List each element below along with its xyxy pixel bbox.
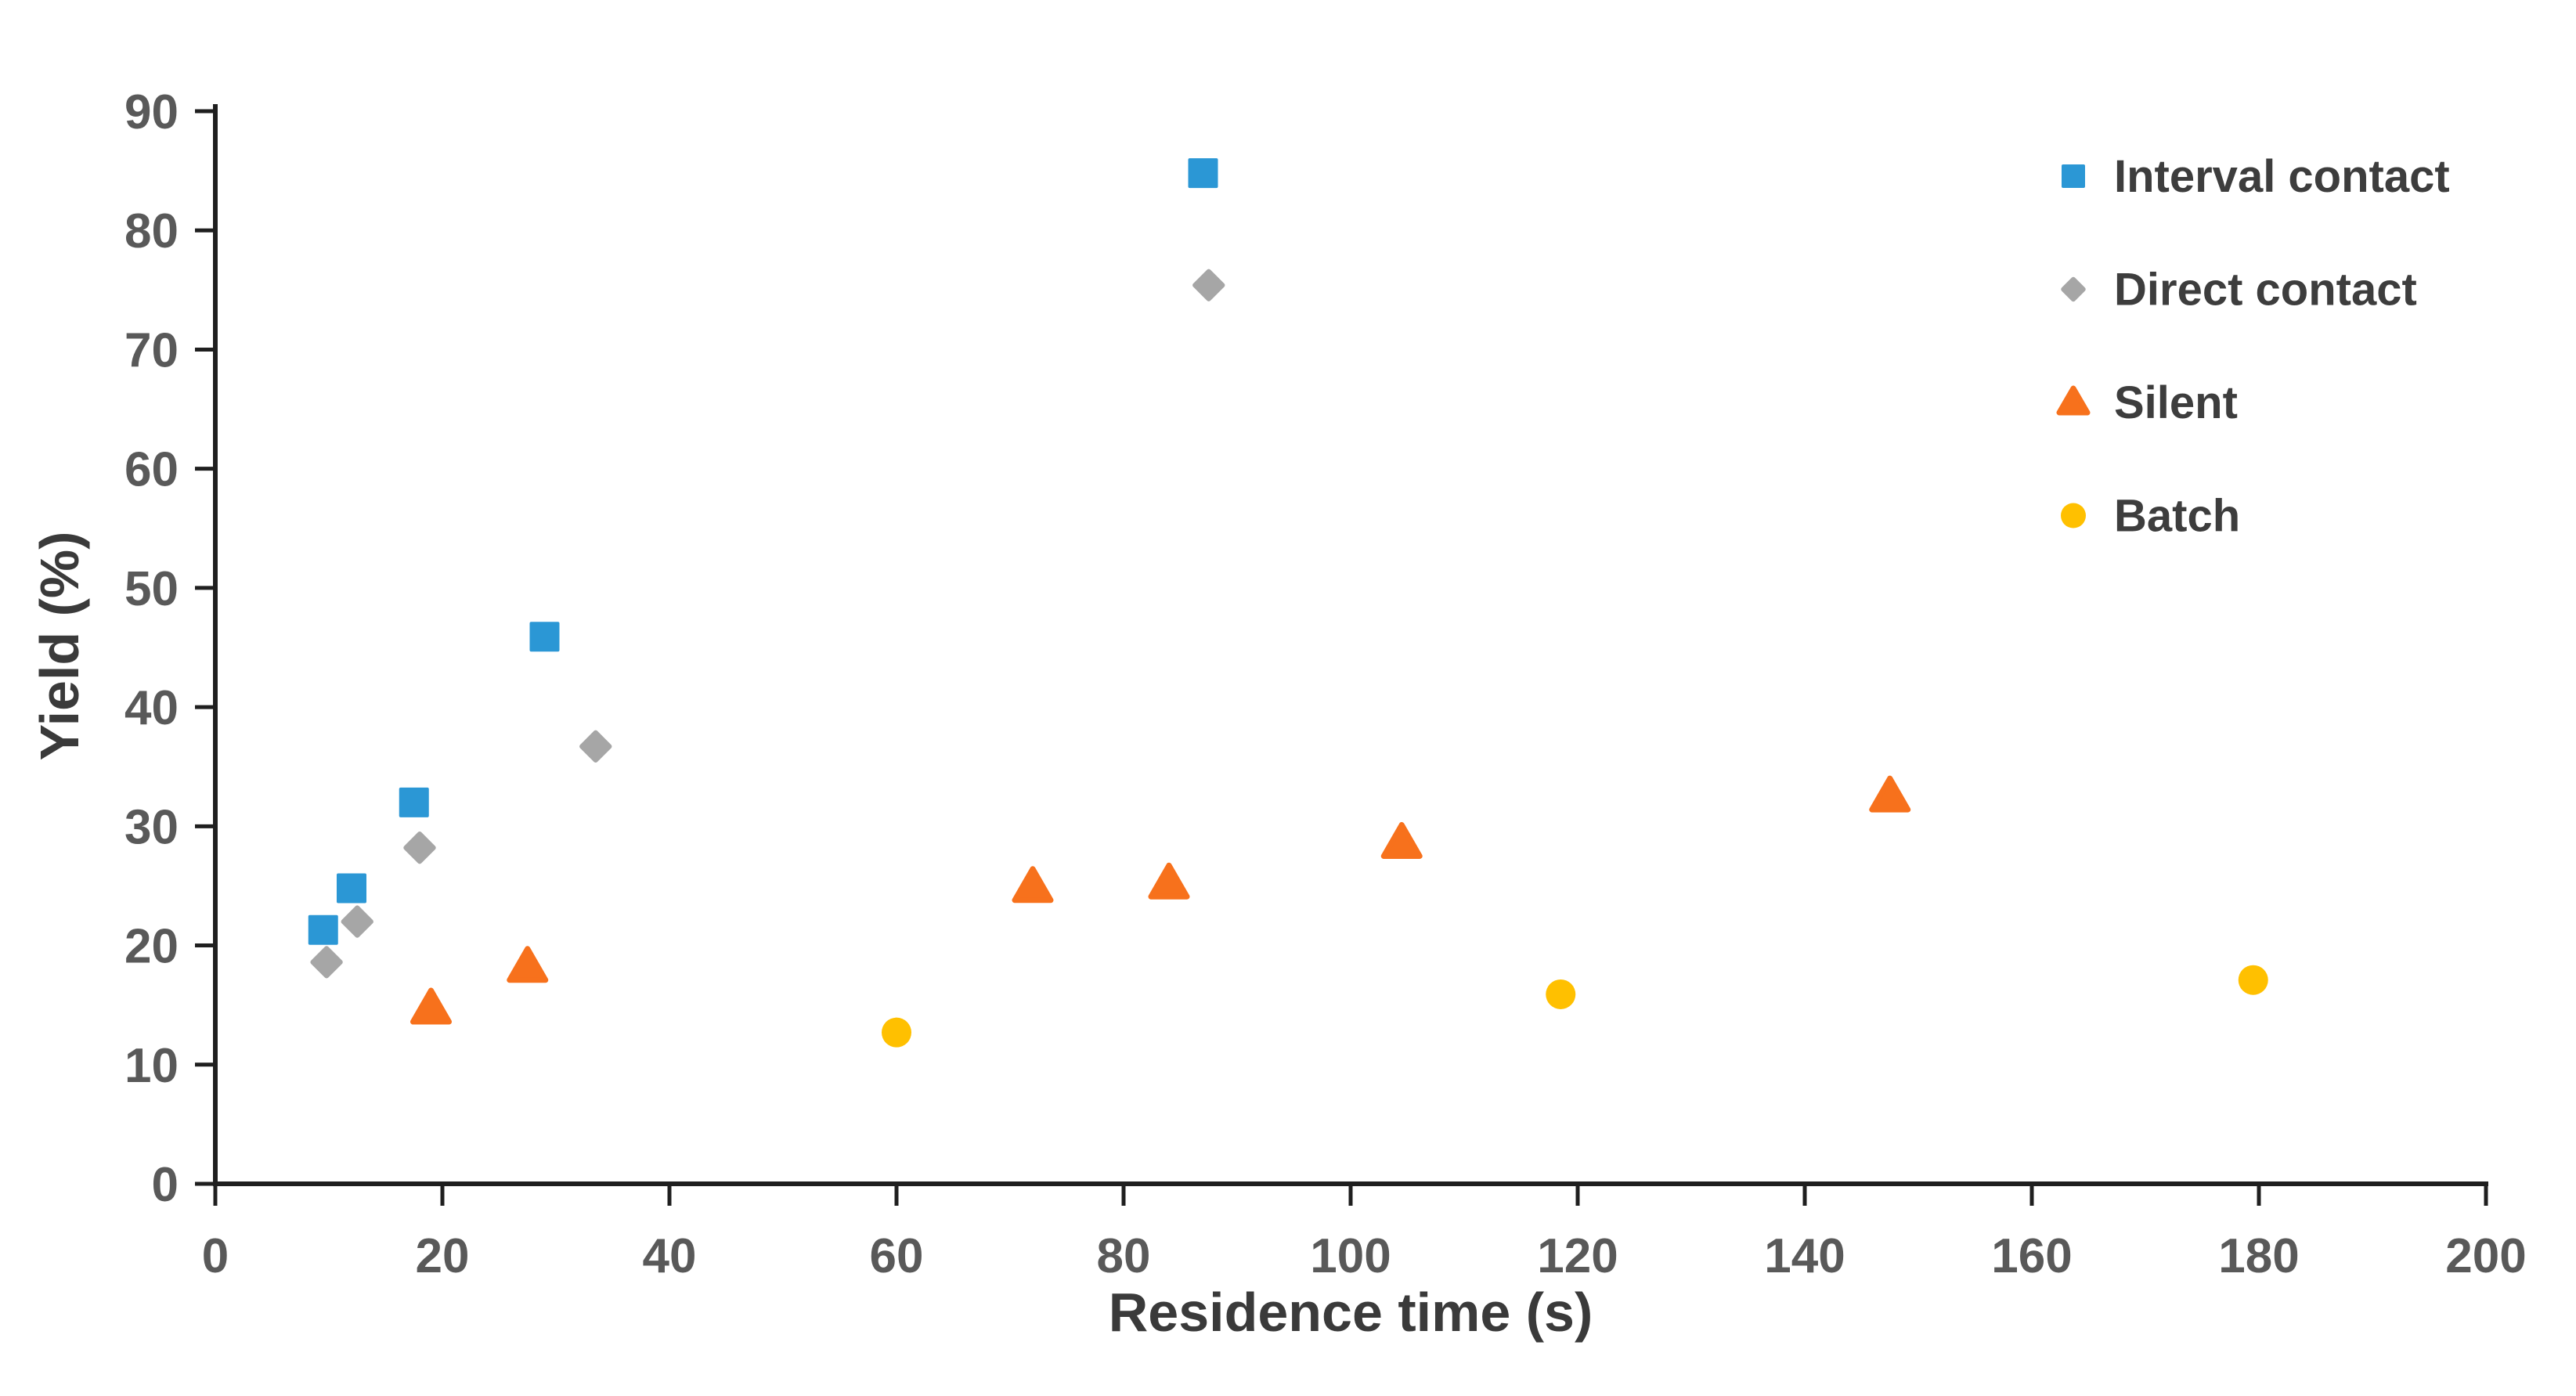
scatter-point-diamond — [579, 730, 612, 763]
legend-item: Direct contact — [2061, 265, 2417, 316]
series-direct-contact — [310, 269, 1225, 979]
axes-group — [213, 104, 2488, 1186]
scatter-point-triangle — [507, 946, 549, 983]
x-tick-label: 0 — [202, 1229, 229, 1283]
legend-group: Interval contact Direct contact Silent Batc… — [2056, 151, 2450, 542]
y-axis-title: Yield (%) — [29, 532, 90, 761]
x-tick-label: 80 — [1097, 1229, 1151, 1283]
x-tick-label: 40 — [643, 1229, 697, 1283]
legend-item: Interval contact — [2062, 151, 2450, 202]
scatter-point-circle — [2238, 965, 2268, 995]
x-tick-label: 20 — [416, 1229, 470, 1283]
legend-item: Batch — [2061, 491, 2240, 542]
legend-label: Interval contact — [2114, 151, 2450, 202]
y-tick-label: 20 — [124, 920, 179, 974]
y-tick-label: 50 — [124, 562, 179, 616]
x-tick-label: 60 — [870, 1229, 924, 1283]
series-interval-contact — [308, 158, 1218, 945]
y-tick-label: 80 — [124, 204, 179, 258]
y-tick-label: 70 — [124, 323, 179, 377]
x-tick-label: 140 — [1764, 1229, 1845, 1283]
scatter-point-diamond — [403, 831, 436, 864]
legend-triangle-icon — [2056, 385, 2091, 416]
legend-label: Direct contact — [2114, 265, 2417, 316]
y-tick-label: 90 — [124, 85, 179, 139]
legend-label: Batch — [2114, 491, 2240, 542]
x-tick-label: 100 — [1310, 1229, 1391, 1283]
axis-labels-group: 0 10 20 30 40 50 60 70 80 90 0 20 40 60 80 100 120 140 160… — [29, 85, 2527, 1343]
tick-marks-group — [195, 109, 2488, 1206]
legend-square-icon — [2062, 164, 2085, 188]
legend-label: Silent — [2114, 377, 2238, 428]
x-tick-label: 160 — [1991, 1229, 2072, 1283]
series-silent — [410, 775, 1911, 1025]
legend-diamond-icon — [2061, 276, 2086, 302]
scatter-point-square — [529, 622, 560, 652]
scatter-point-diamond — [1192, 269, 1225, 301]
scatter-point-triangle — [1012, 866, 1054, 904]
scatter-point-triangle — [410, 987, 452, 1025]
data-points-group — [308, 158, 2268, 1048]
y-tick-label: 60 — [124, 443, 179, 497]
y-tick-label: 30 — [124, 800, 179, 854]
y-tick-label: 0 — [152, 1158, 179, 1212]
scatter-point-circle — [882, 1017, 911, 1048]
scatter-point-circle — [1546, 979, 1576, 1009]
x-axis-title: Residence time (s) — [1109, 1282, 1593, 1343]
scatter-point-diamond — [341, 905, 373, 938]
scatter-point-triangle — [1380, 821, 1423, 859]
x-tick-label: 120 — [1537, 1229, 1618, 1283]
x-tick-label: 200 — [2445, 1229, 2526, 1283]
scatter-point-triangle — [1869, 775, 1911, 813]
y-tick-label: 40 — [124, 681, 179, 735]
scatter-point-diamond — [310, 946, 343, 979]
scatter-point-square — [337, 873, 366, 904]
scatter-point-square — [399, 787, 429, 817]
scatter-point-square — [1188, 158, 1218, 189]
legend-circle-icon — [2061, 503, 2086, 528]
scatter-point-triangle — [1148, 862, 1190, 900]
series-batch — [882, 965, 2268, 1048]
scatter-point-square — [308, 914, 338, 945]
y-tick-label: 10 — [124, 1039, 179, 1093]
x-tick-label: 180 — [2218, 1229, 2299, 1283]
legend-item: Silent — [2056, 377, 2238, 428]
